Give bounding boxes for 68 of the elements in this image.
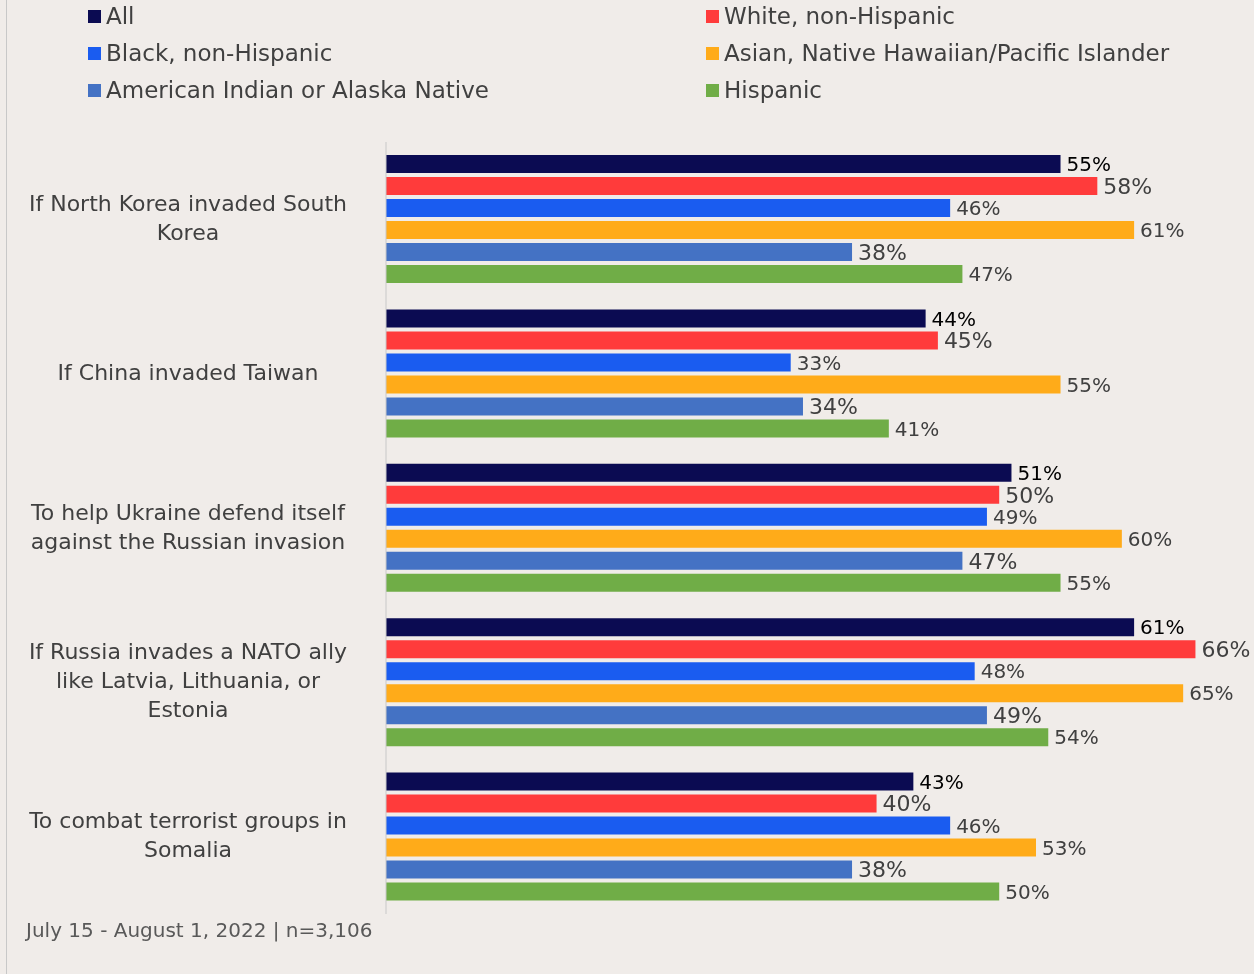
legend-label: Asian, Native Hawaiian/Pacific Islander (724, 40, 1170, 66)
data-label: 41% (894, 416, 940, 441)
bar (386, 794, 877, 813)
legend-label: Hispanic (724, 77, 822, 103)
bar (386, 662, 975, 681)
bar (386, 816, 951, 835)
data-label: 65% (1189, 681, 1234, 706)
data-label: 34% (808, 394, 858, 420)
bar (386, 573, 1061, 592)
data-label: 53% (1042, 835, 1087, 860)
data-label: 45% (943, 328, 993, 354)
bar (386, 331, 938, 350)
legend-label: White, non-Hispanic (724, 3, 955, 29)
legend-label: American Indian or Alaska Native (106, 77, 489, 103)
bar (386, 551, 963, 570)
y-tick-label: If China invaded Taiwan (57, 359, 319, 385)
bar (386, 177, 1098, 195)
bar (386, 772, 914, 791)
legend-label: Black, non-Hispanic (106, 40, 333, 66)
text: July 15 - August 1, 2022 | n=3,106 (26, 918, 373, 942)
bar (386, 882, 1000, 901)
bar (386, 375, 1061, 394)
bar (386, 838, 1036, 857)
data-label: 44% (931, 306, 977, 331)
bar (386, 706, 987, 725)
bar (386, 353, 791, 372)
data-label: 43% (919, 769, 964, 794)
bar (386, 419, 889, 438)
bar (386, 529, 1122, 548)
bar (386, 199, 951, 217)
data-label: 47% (968, 548, 1018, 574)
data-label: 61% (1140, 218, 1185, 243)
bar (386, 221, 1135, 239)
data-label: 47% (968, 262, 1013, 287)
data-label: 33% (796, 350, 842, 375)
data-label: 40% (882, 791, 932, 817)
data-label: 51% (1017, 460, 1062, 485)
bar (386, 463, 1012, 482)
bar (386, 684, 1184, 703)
y-tick-label: To help Ukraine defend itself against the Russian invasion (30, 499, 347, 554)
data-label: 38% (858, 239, 907, 265)
data-label: 50% (1005, 879, 1050, 904)
bar (386, 728, 1049, 747)
y-tick-label: To combat terrorist groups in Somalia (28, 808, 347, 863)
bar (386, 397, 803, 416)
data-label: 49% (992, 703, 1042, 729)
bar (386, 860, 853, 879)
data-label: 61% (1140, 615, 1185, 640)
data-label: 55% (1066, 372, 1111, 397)
data-label: 66% (1201, 637, 1251, 663)
data-label: 60% (1127, 526, 1173, 551)
bar (386, 640, 1196, 659)
bar (386, 243, 853, 261)
data-label: 54% (1054, 725, 1099, 750)
data-label: 48% (980, 659, 1026, 684)
bar (386, 155, 1061, 173)
data-label: 38% (858, 857, 907, 883)
bar (386, 618, 1135, 637)
bar (386, 507, 987, 526)
bar (386, 265, 963, 283)
y-tick-label: If North Korea invaded South Korea (28, 190, 348, 245)
bar (386, 309, 926, 328)
data-label: 55% (1066, 570, 1111, 595)
data-label: 46% (956, 813, 1001, 838)
bar (386, 485, 1000, 504)
legend-label: All (106, 3, 135, 29)
data-label: 46% (956, 196, 1001, 221)
y-tick-label: If Russia invades a NATO ally like Latvia, Lithuania, or Estonia (28, 639, 348, 723)
